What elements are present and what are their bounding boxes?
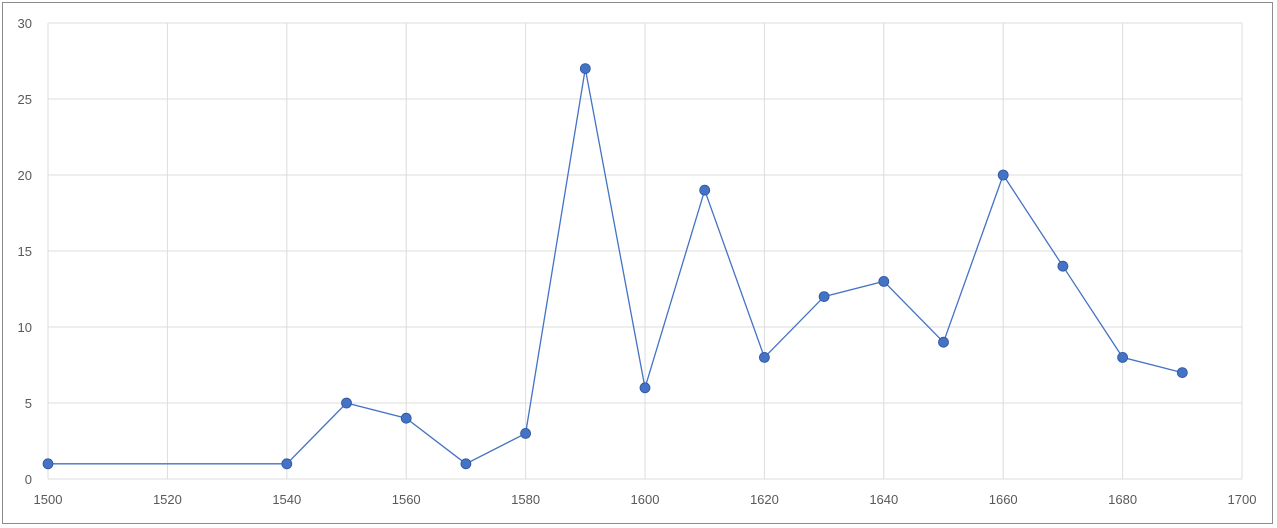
y-tick-label: 20 xyxy=(18,168,32,183)
x-tick-label: 1580 xyxy=(511,492,540,507)
data-point xyxy=(639,382,651,394)
data-point xyxy=(1117,351,1128,363)
y-tick-label: 5 xyxy=(25,396,32,411)
grid-lines xyxy=(47,22,1243,480)
data-point xyxy=(460,458,472,470)
x-tick-label: 1660 xyxy=(989,492,1018,507)
x-tick-label: 1500 xyxy=(34,492,63,507)
x-tick-label: 1560 xyxy=(392,492,421,507)
x-tick-label: 1680 xyxy=(1108,492,1137,507)
data-point xyxy=(938,336,949,348)
x-axis-ticks: 1500 1520 1540 1560 1580 1600 1620 1640 1660 1680… xyxy=(34,492,1257,507)
series-layer xyxy=(42,63,1188,470)
x-tick-label: 1540 xyxy=(272,492,301,507)
data-point xyxy=(579,63,591,74)
x-tick-label: 1700 xyxy=(1228,492,1257,507)
y-axis-ticks: 0 5 10 15 20 25 30 xyxy=(18,16,32,487)
data-point xyxy=(341,397,352,409)
x-tick-label: 1520 xyxy=(153,492,182,507)
series-line xyxy=(48,68,1183,465)
x-tick-label: 1620 xyxy=(750,492,779,507)
data-point xyxy=(759,351,770,363)
y-tick-label: 0 xyxy=(25,472,32,487)
x-tick-label: 1600 xyxy=(631,492,660,507)
data-point xyxy=(699,184,711,196)
data-point xyxy=(997,169,1009,181)
y-tick-label: 30 xyxy=(18,16,32,31)
data-point xyxy=(281,458,293,470)
y-tick-label: 25 xyxy=(18,92,32,107)
data-point xyxy=(42,458,54,470)
y-tick-label: 15 xyxy=(18,244,32,259)
data-point xyxy=(1057,260,1069,272)
x-tick-label: 1640 xyxy=(869,492,898,507)
data-point xyxy=(878,275,890,287)
data-point xyxy=(818,291,830,303)
data-point xyxy=(1176,367,1188,379)
y-tick-label: 10 xyxy=(18,320,32,335)
data-point xyxy=(400,412,412,424)
data-point xyxy=(520,427,531,439)
